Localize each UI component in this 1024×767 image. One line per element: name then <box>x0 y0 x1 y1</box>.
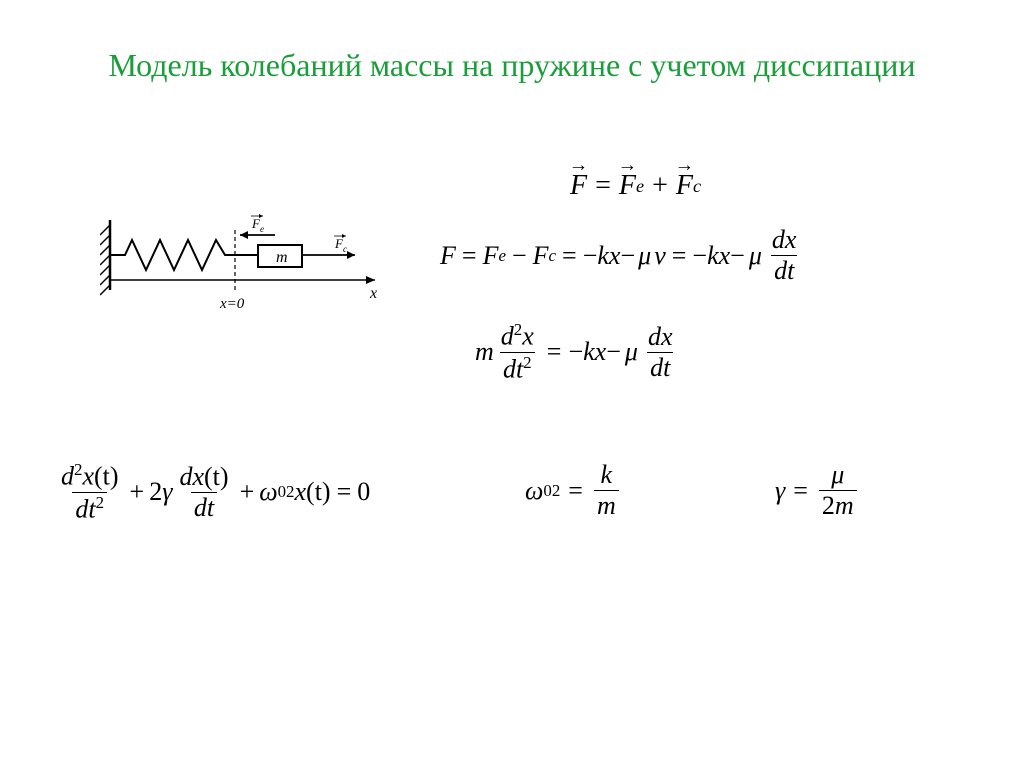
svg-text:x: x <box>369 285 377 302</box>
equation-vector-force: F = Fe + Fc <box>570 170 701 202</box>
svg-text:x=0: x=0 <box>219 296 245 312</box>
equation-omega0: ω02 = k m <box>525 460 622 521</box>
spring-mass-diagram: m F e F c x x=0 <box>100 210 400 330</box>
equation-newton: m d2x dt2 = −kx − μ dx dt <box>475 320 679 384</box>
slide-title: Модель колебаний массы на пружине с учет… <box>0 0 1024 85</box>
svg-text:e: e <box>260 224 264 234</box>
equation-gamma: γ = μ 2m <box>775 460 860 521</box>
mass-label: m <box>276 249 288 266</box>
equation-canonical: d2x(t) dt2 + 2γ dx(t) dt + ω02 x(t) = 0 <box>55 460 370 524</box>
equation-scalar-force: F = Fe − Fc = −kx − μν = −kx − μ dx dt <box>440 225 802 286</box>
svg-text:c: c <box>343 244 347 254</box>
